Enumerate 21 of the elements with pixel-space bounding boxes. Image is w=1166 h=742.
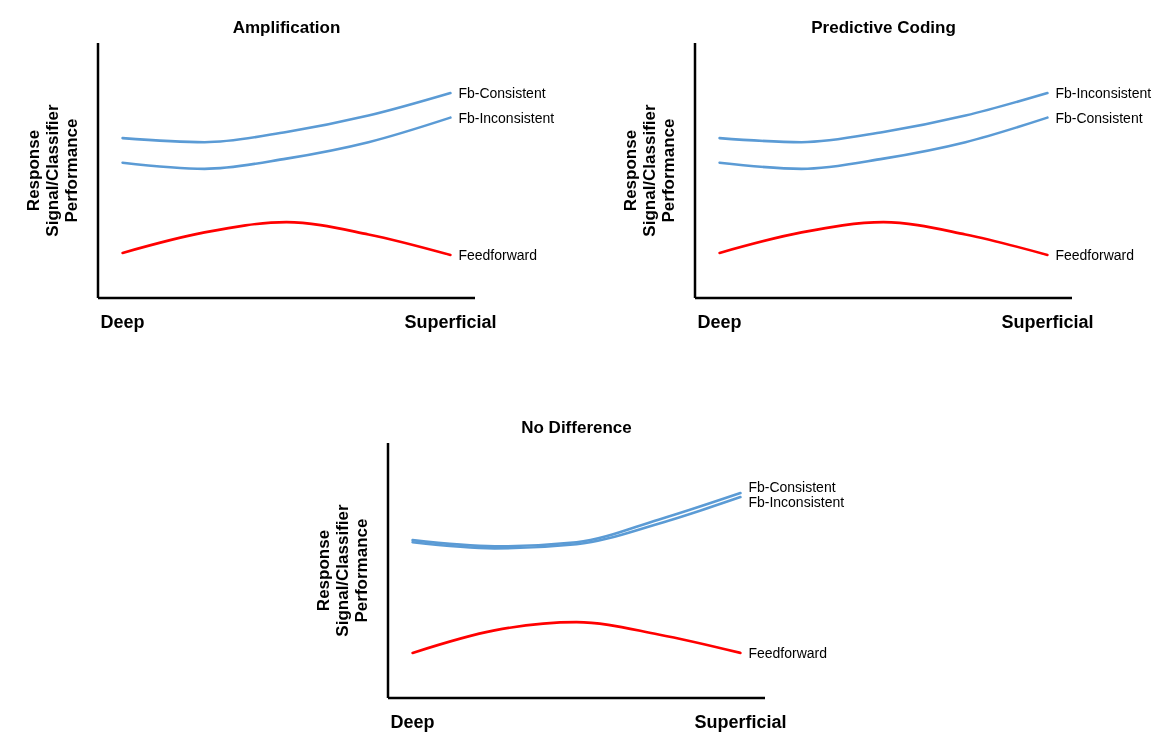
series-label: Feedforward bbox=[458, 246, 538, 263]
series-label: Fb-Consistent bbox=[1055, 109, 1143, 126]
y-axis-title: Response Signal/Classifier Performance bbox=[314, 503, 371, 637]
x-tick-label: Deep bbox=[100, 312, 145, 332]
series-label: Fb-Consistent bbox=[458, 84, 546, 101]
x-tick-label: Superficial bbox=[694, 712, 787, 732]
y-axis-title: Response Signal/Classifier Performance bbox=[621, 103, 678, 237]
x-tick-label: Deep bbox=[390, 712, 435, 732]
x-tick-label: Deep bbox=[697, 312, 742, 332]
series-label: Feedforward bbox=[1055, 246, 1135, 263]
series-label: Fb-Consistent bbox=[748, 479, 836, 496]
chart-title: No Difference bbox=[521, 418, 632, 437]
series-label: Fb-Inconsistent bbox=[458, 109, 555, 126]
chart-title: Amplification bbox=[232, 18, 341, 37]
series-label: Fb-Inconsistent bbox=[1055, 84, 1152, 101]
y-axis-title: Response Signal/Classifier Performance bbox=[24, 103, 81, 237]
x-tick-label: Superficial bbox=[404, 312, 497, 332]
series-label: Feedforward bbox=[748, 644, 828, 661]
chart-title: Predictive Coding bbox=[811, 18, 956, 37]
series-label: Fb-Inconsistent bbox=[748, 494, 845, 511]
x-tick-label: Superficial bbox=[1001, 312, 1094, 332]
